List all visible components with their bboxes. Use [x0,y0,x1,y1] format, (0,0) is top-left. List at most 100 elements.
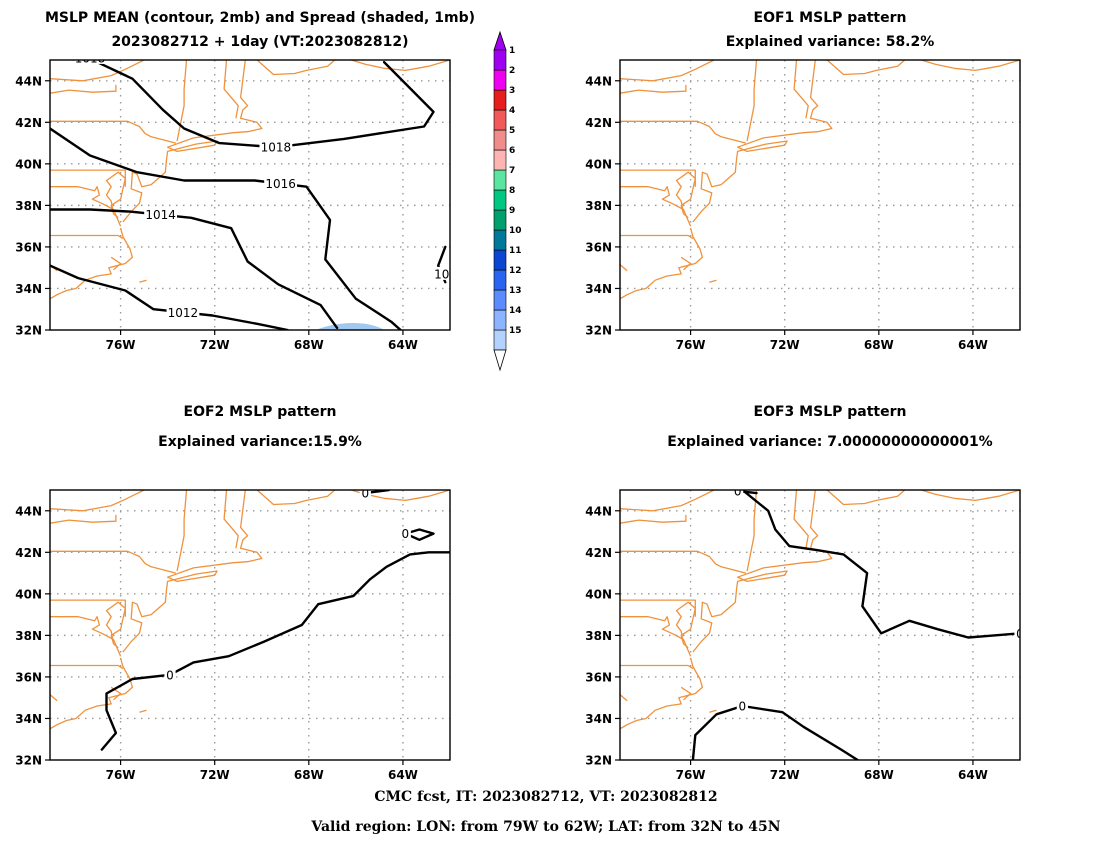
coastline-1 [50,514,117,524]
contour-label-bg [259,140,293,154]
footer-forecast-info: CMC fcst, IT: 2023082712, VT: 2023082812 [374,789,718,805]
footer-valid-region: Valid region: LON: from 79W to 62W; LAT:… [311,819,781,835]
coastline-6 [105,171,126,219]
coastline-15 [921,60,1020,72]
panel3-title: EOF2 MSLP pattern [183,404,337,420]
x-tick-label: 72W [200,768,230,782]
contour-label: 1016 [265,177,296,191]
coastline-14 [256,490,336,506]
y-tick-label: 38N [585,199,612,213]
coastline-8 [620,186,692,227]
colorbar-swatch [493,89,507,111]
coastline-11 [50,694,58,702]
colorbar-label: 6 [509,146,515,156]
coastline-2 [50,550,177,574]
y-tick-label: 36N [585,240,612,254]
colorbar-label: 13 [509,286,522,296]
panel-frame [619,59,1021,331]
y-tick-label: 36N [15,670,42,684]
colorbar-label: 4 [509,106,515,116]
coastline-8 [620,616,692,657]
coastline-3 [176,490,188,572]
coastline-12 [680,256,692,271]
colorbar-swatch [493,49,507,71]
coastline-8 [50,616,122,657]
colorbar-swatch [493,229,507,251]
coastline-5 [122,490,263,653]
x-tick-label: 72W [770,338,800,352]
y-tick-label: 38N [15,629,42,643]
colorbar-swatch [493,289,507,311]
coastline-14 [826,490,906,506]
y-tick-label: 44N [585,74,612,88]
coastline-0 [620,60,715,82]
coastline-10 [620,228,704,300]
colorbar-swatch [493,209,507,231]
coastline-6 [105,601,126,649]
colorbar-label: 12 [509,266,522,276]
panel-frame [49,59,451,331]
colorbar-label: 14 [509,306,522,316]
contour-line-3 [50,264,289,330]
y-tick-label: 32N [585,754,612,768]
contour-label-bg [164,667,176,681]
spread-colorbar: 15 14 13 12 11 10 9 8 7 6 5 4 3 2 1 [493,30,522,372]
coastline-0 [620,490,715,512]
contour-line-0 [67,60,435,149]
coastline-5 [692,60,833,223]
coastline-6 [675,171,696,219]
contour-label: 1018 [261,141,292,155]
colorbar-top-arrow [493,30,507,51]
x-tick-label: 76W [106,338,136,352]
coastline-1 [620,514,687,524]
y-tick-label: 34N [15,712,42,726]
panel4-title: EOF3 MSLP pattern [753,404,907,420]
coastline-7 [620,169,696,187]
contour-line-0 [741,490,1020,639]
colorbar-label: 3 [509,86,515,96]
contour-label-bg [359,490,371,500]
contour-line-1 [404,528,435,541]
coastline-9 [50,234,124,240]
colorbar-swatch [493,309,507,331]
coastline-15 [351,60,450,72]
contour-label-bg [166,305,200,319]
panel2-subtitle: Explained variance: 58.2% [725,34,935,50]
coastline-4 [793,60,809,119]
coastline-2 [620,550,747,574]
coastline-10 [50,228,134,300]
colorbar-label: 8 [509,186,515,196]
x-tick-label: 64W [958,768,988,782]
contour-label-bg [144,207,177,221]
coastline-11 [620,264,628,272]
y-tick-label: 42N [15,546,42,560]
panel1-title: MSLP MEAN (contour, 2mb) and Spread (sha… [45,10,475,26]
coastline-3 [746,490,758,572]
contour-label: 0 [739,700,747,714]
y-tick-label: 42N [585,116,612,130]
colorbar-swatch [493,129,507,151]
coastline-9 [50,664,124,670]
coastline-0 [50,490,145,512]
x-tick-label: 76W [676,768,706,782]
colorbar-swatch [493,149,507,171]
coastline-4 [223,490,239,549]
eof2-panel: 0 0 0 76W 72W 68W 64W 44N 42N 40N 38N 36N 34N 32N [15,489,451,782]
contour-label: 10 [434,267,449,281]
coastline-3 [176,60,188,142]
y-tick-label: 40N [15,587,42,601]
coastline-11 [620,694,628,702]
colorbar-label: 15 [509,326,522,336]
contour-line-1 [50,127,402,330]
contour-line-0 [100,551,450,751]
plot-area [620,60,1020,330]
y-tick-label: 44N [15,74,42,88]
colorbar-swatch [493,109,507,131]
x-tick-label: 64W [388,768,418,782]
contour-label: 1012 [168,306,199,320]
colorbar-label: 10 [509,226,522,236]
spread-shading-0 [315,322,385,330]
contour-label-bg [399,526,411,540]
contour-label: 0 [1016,627,1024,641]
y-tick-label: 40N [15,157,42,171]
